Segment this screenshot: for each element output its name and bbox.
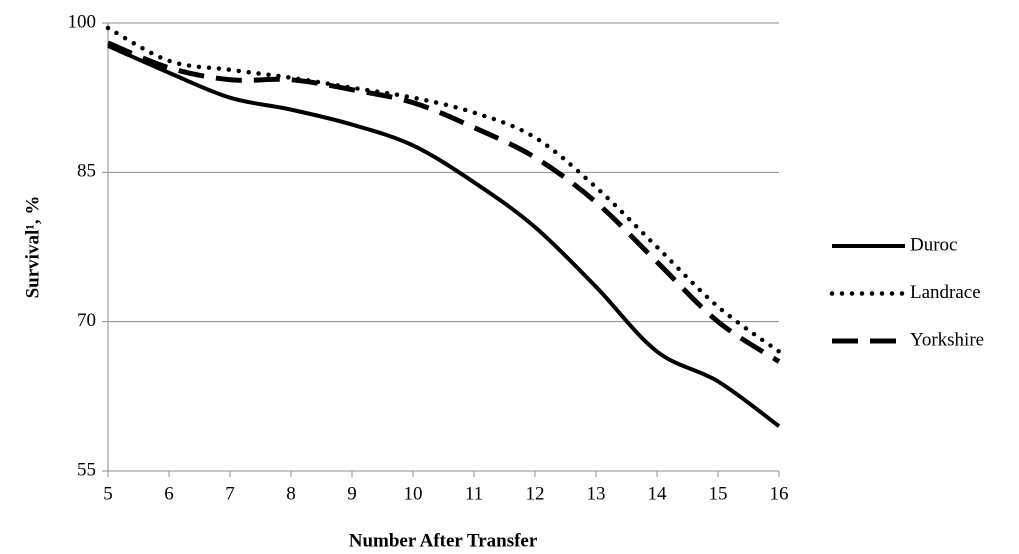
x-tick-label: 9	[347, 483, 357, 504]
x-tick-label: 5	[103, 483, 113, 504]
y-axis-title: Survival¹, %	[22, 196, 43, 299]
x-tick-label: 16	[770, 483, 789, 504]
x-tick-label: 11	[465, 483, 483, 504]
legend-label: Yorkshire	[910, 329, 984, 350]
x-tick-label: 6	[164, 483, 174, 504]
x-tick-label: 15	[709, 483, 728, 504]
y-tick-label: 100	[68, 11, 97, 32]
x-tick-label: 14	[648, 483, 668, 504]
y-tick-label: 85	[77, 161, 96, 182]
x-tick-label: 13	[587, 483, 606, 504]
line-series	[105, 25, 782, 354]
x-tick-label: 12	[526, 483, 545, 504]
x-tick-label: 7	[225, 483, 235, 504]
y-tick-label: 55	[77, 459, 96, 480]
x-tick-label: 8	[286, 483, 296, 504]
x-tick-label: 10	[404, 483, 423, 504]
legend-label: Landrace	[910, 282, 981, 303]
line-series	[107, 44, 781, 428]
y-tick-label: 70	[77, 310, 96, 331]
x-axis-title: Number After Transfer	[349, 530, 538, 551]
legend-label: Duroc	[910, 234, 957, 255]
line-series	[107, 40, 781, 364]
